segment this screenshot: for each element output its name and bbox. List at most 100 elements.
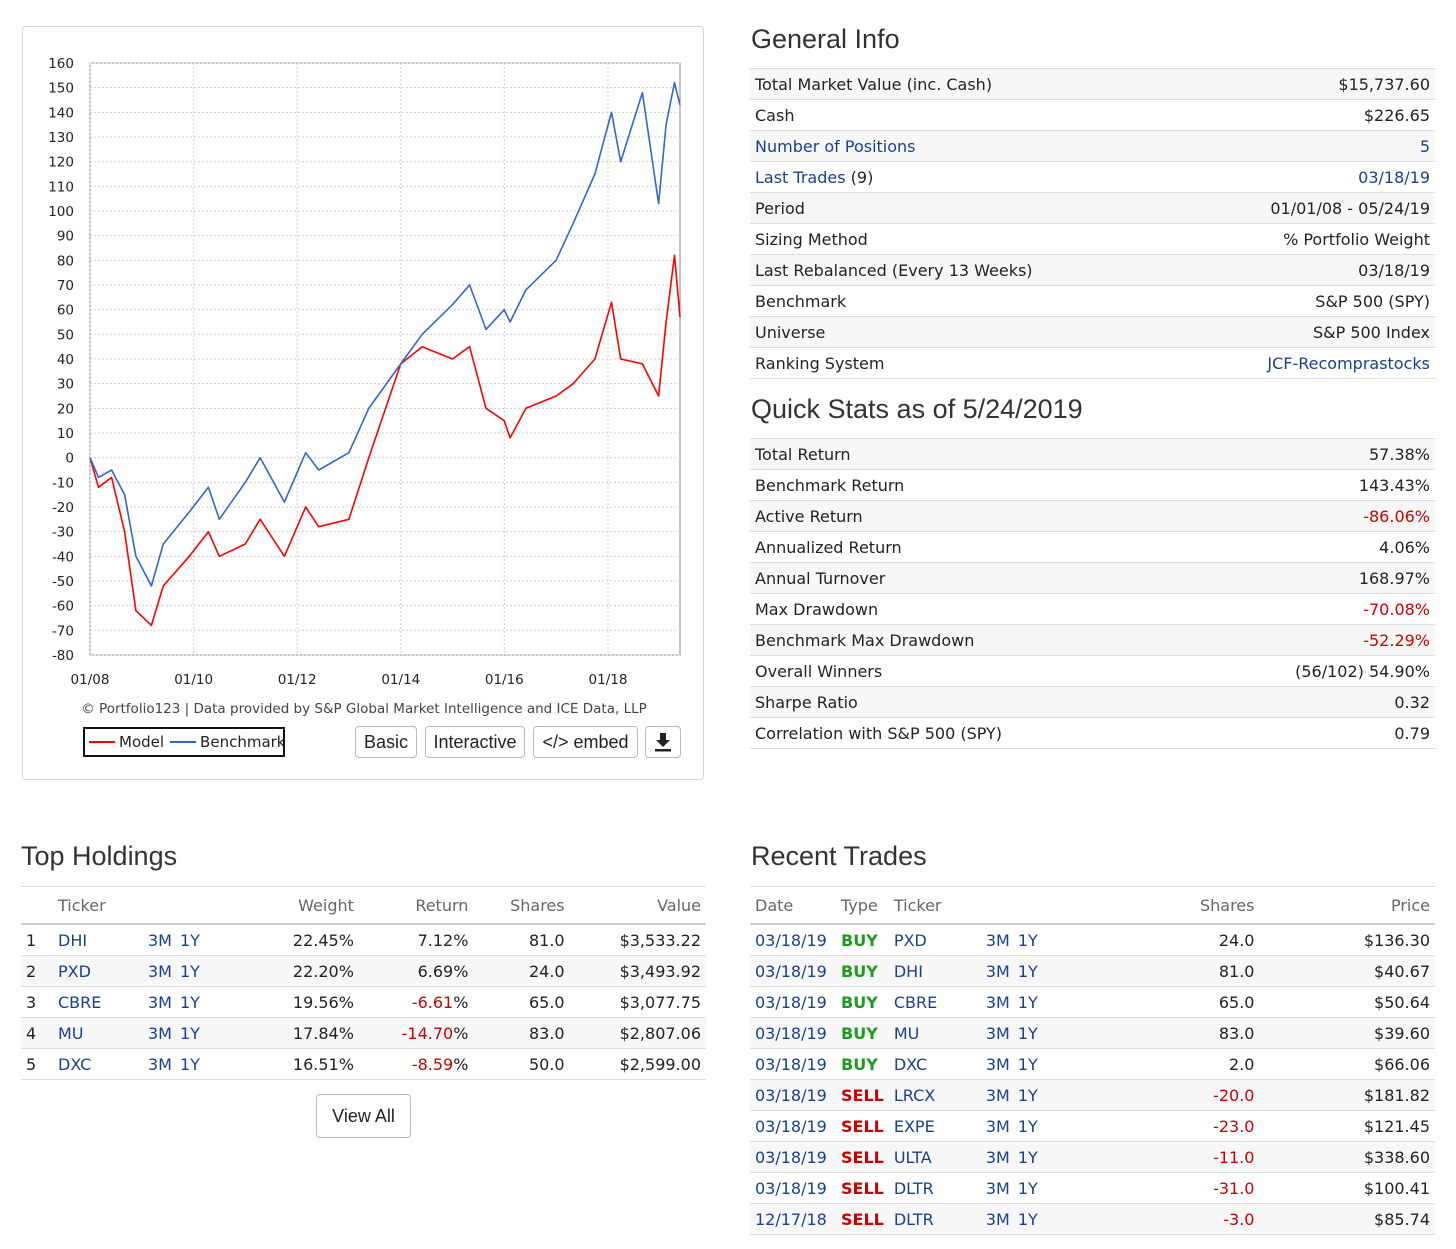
chart-1y-link[interactable]: 1Y — [1017, 1209, 1038, 1229]
general-info-value[interactable]: JCF-Recomprastocks — [1267, 353, 1430, 373]
chart-1y-link[interactable]: 1Y — [179, 1054, 200, 1074]
trade-ticker-link[interactable]: LRCX — [893, 1085, 936, 1105]
chart-1y-link[interactable]: 1Y — [179, 1023, 200, 1043]
shares-header[interactable]: Shares — [473, 886, 570, 925]
quick-stats-value: 0.79 — [1394, 723, 1430, 743]
date-header[interactable]: Date — [750, 886, 836, 925]
trade-date-link[interactable]: 03/18/19 — [755, 1085, 827, 1105]
chart-3m-link[interactable]: 3M — [985, 992, 1010, 1012]
chart-1y-link[interactable]: 1Y — [1017, 1147, 1038, 1167]
price-header[interactable]: Price — [1259, 886, 1435, 925]
holding-ticker-link[interactable]: PXD — [58, 961, 91, 981]
general-info-label[interactable]: Number of Positions — [755, 136, 916, 156]
trade-ticker-cell: MU — [888, 1017, 981, 1049]
ticker-header[interactable]: Ticker — [888, 886, 981, 925]
quick-stats-label-cell: Correlation with S&P 500 (SPY) — [750, 717, 1189, 749]
holding-ticker-link[interactable]: DHI — [58, 930, 88, 950]
trade-row: 03/18/19 SELL LRCX 3M 1Y -20.0 $181.82 — [750, 1079, 1435, 1111]
chart-1y-link[interactable]: 1Y — [1017, 1085, 1038, 1105]
quick-stats-value-cell: -52.29% — [1188, 624, 1435, 656]
quick-stats-label: Max Drawdown — [755, 599, 879, 619]
general-info-row: Cash $226.65 — [750, 99, 1435, 131]
trade-date-link[interactable]: 03/18/19 — [755, 961, 827, 981]
trade-date-link[interactable]: 03/18/19 — [755, 1178, 827, 1198]
chart-1y-link[interactable]: 1Y — [179, 930, 200, 950]
trade-ticker-link[interactable]: MU — [893, 1023, 920, 1043]
quick-stats-value-cell: 0.79 — [1188, 717, 1435, 749]
general-info-value[interactable]: 03/18/19 — [1358, 167, 1430, 187]
chart-3m-link[interactable]: 3M — [985, 1147, 1010, 1167]
chart-3m-link[interactable]: 3M — [148, 961, 172, 981]
chart-3m-link[interactable]: 3M — [148, 930, 172, 950]
trade-date-link[interactable]: 03/18/19 — [755, 1023, 827, 1043]
trade-date-link[interactable]: 12/17/18 — [755, 1209, 827, 1229]
chart-1y-link[interactable]: 1Y — [179, 961, 200, 981]
legend-item-model[interactable]: Model — [89, 733, 164, 751]
chart-1y-link[interactable]: 1Y — [1017, 1178, 1038, 1198]
chart-1y-link[interactable]: 1Y — [1017, 1023, 1038, 1043]
general-info-value-cell: S&P 500 Index — [1178, 316, 1435, 348]
chart-1y-link[interactable]: 1Y — [1017, 1116, 1038, 1136]
trade-date-link[interactable]: 03/18/19 — [755, 992, 827, 1012]
holding-ticker-link[interactable]: MU — [58, 1023, 84, 1043]
trade-date-link[interactable]: 03/18/19 — [755, 1054, 827, 1074]
view-all-button[interactable]: View All — [316, 1094, 411, 1138]
chart-3m-link[interactable]: 3M — [985, 1023, 1010, 1043]
return-header[interactable]: Return — [358, 886, 474, 925]
trade-period-links: 3M 1Y — [980, 1079, 1111, 1111]
trade-ticker-link[interactable]: EXPE — [893, 1116, 935, 1136]
holding-weight: 19.56% — [253, 986, 359, 1018]
trade-date-link[interactable]: 03/18/19 — [755, 930, 827, 950]
chart-3m-link[interactable]: 3M — [985, 930, 1010, 950]
trade-date-link[interactable]: 03/18/19 — [755, 1147, 827, 1167]
trade-price: $338.60 — [1259, 1141, 1435, 1173]
holding-ticker-link[interactable]: DXC — [58, 1054, 92, 1074]
legend-item-benchmark[interactable]: Benchmark — [170, 733, 285, 751]
interactive-chart-button[interactable]: Interactive — [425, 726, 525, 758]
trade-ticker-link[interactable]: PXD — [893, 930, 927, 950]
trade-ticker-link[interactable]: ULTA — [893, 1147, 932, 1167]
chart-3m-link[interactable]: 3M — [148, 992, 172, 1012]
chart-3m-link[interactable]: 3M — [148, 1023, 172, 1043]
chart-3m-link[interactable]: 3M — [985, 1085, 1010, 1105]
value-header[interactable]: Value — [569, 886, 706, 925]
chart-3m-link[interactable]: 3M — [985, 1209, 1010, 1229]
chart-3m-link[interactable]: 3M — [985, 961, 1010, 981]
chart-3m-link[interactable]: 3M — [148, 1054, 172, 1074]
chart-3m-link[interactable]: 3M — [985, 1054, 1010, 1074]
chart-3m-link[interactable]: 3M — [985, 1178, 1010, 1198]
download-chart-button[interactable] — [645, 726, 681, 758]
chart-1y-link[interactable]: 1Y — [179, 992, 200, 1012]
chart-1y-link[interactable]: 1Y — [1017, 992, 1038, 1012]
trade-date-cell: 12/17/18 — [750, 1203, 836, 1235]
basic-chart-button[interactable]: Basic — [355, 726, 417, 758]
chart-3m-link[interactable]: 3M — [985, 1116, 1010, 1136]
quick-stats-value: 0.32 — [1394, 692, 1430, 712]
trade-ticker-link[interactable]: DLTR — [893, 1209, 934, 1229]
trade-ticker-link[interactable]: DXC — [893, 1054, 928, 1074]
trade-ticker-cell: EXPE — [888, 1110, 981, 1142]
trade-ticker-link[interactable]: DLTR — [893, 1178, 934, 1198]
trade-ticker-link[interactable]: DHI — [893, 961, 923, 981]
trade-date-cell: 03/18/19 — [750, 924, 836, 956]
shares-header[interactable]: Shares — [1110, 886, 1260, 925]
type-header[interactable]: Type — [836, 886, 889, 925]
holding-ticker-link[interactable]: CBRE — [58, 992, 102, 1012]
general-info-label[interactable]: Last Trades — [755, 167, 846, 187]
trade-period-links: 3M 1Y — [980, 1048, 1111, 1080]
chart-1y-link[interactable]: 1Y — [1017, 1054, 1038, 1074]
trade-date-link[interactable]: 03/18/19 — [755, 1116, 827, 1136]
trade-ticker-link[interactable]: CBRE — [893, 992, 938, 1012]
weight-header[interactable]: Weight — [253, 886, 359, 925]
trade-ticker-cell: LRCX — [888, 1079, 981, 1111]
embed-chart-button[interactable]: </> embed — [533, 726, 638, 758]
holding-return: -14.70 — [401, 1023, 454, 1043]
chart-1y-link[interactable]: 1Y — [1017, 961, 1038, 981]
y-tick-label: -50 — [52, 574, 74, 590]
chart-1y-link[interactable]: 1Y — [1017, 930, 1038, 950]
ticker-header[interactable]: Ticker — [53, 886, 143, 925]
general-info-value-cell: $15,737.60 — [1178, 68, 1435, 100]
y-tick-label: 120 — [48, 155, 74, 171]
trade-row: 12/17/18 SELL DLTR 3M 1Y -3.0 $85.74 — [750, 1203, 1435, 1235]
general-info-value[interactable]: 5 — [1419, 136, 1430, 156]
